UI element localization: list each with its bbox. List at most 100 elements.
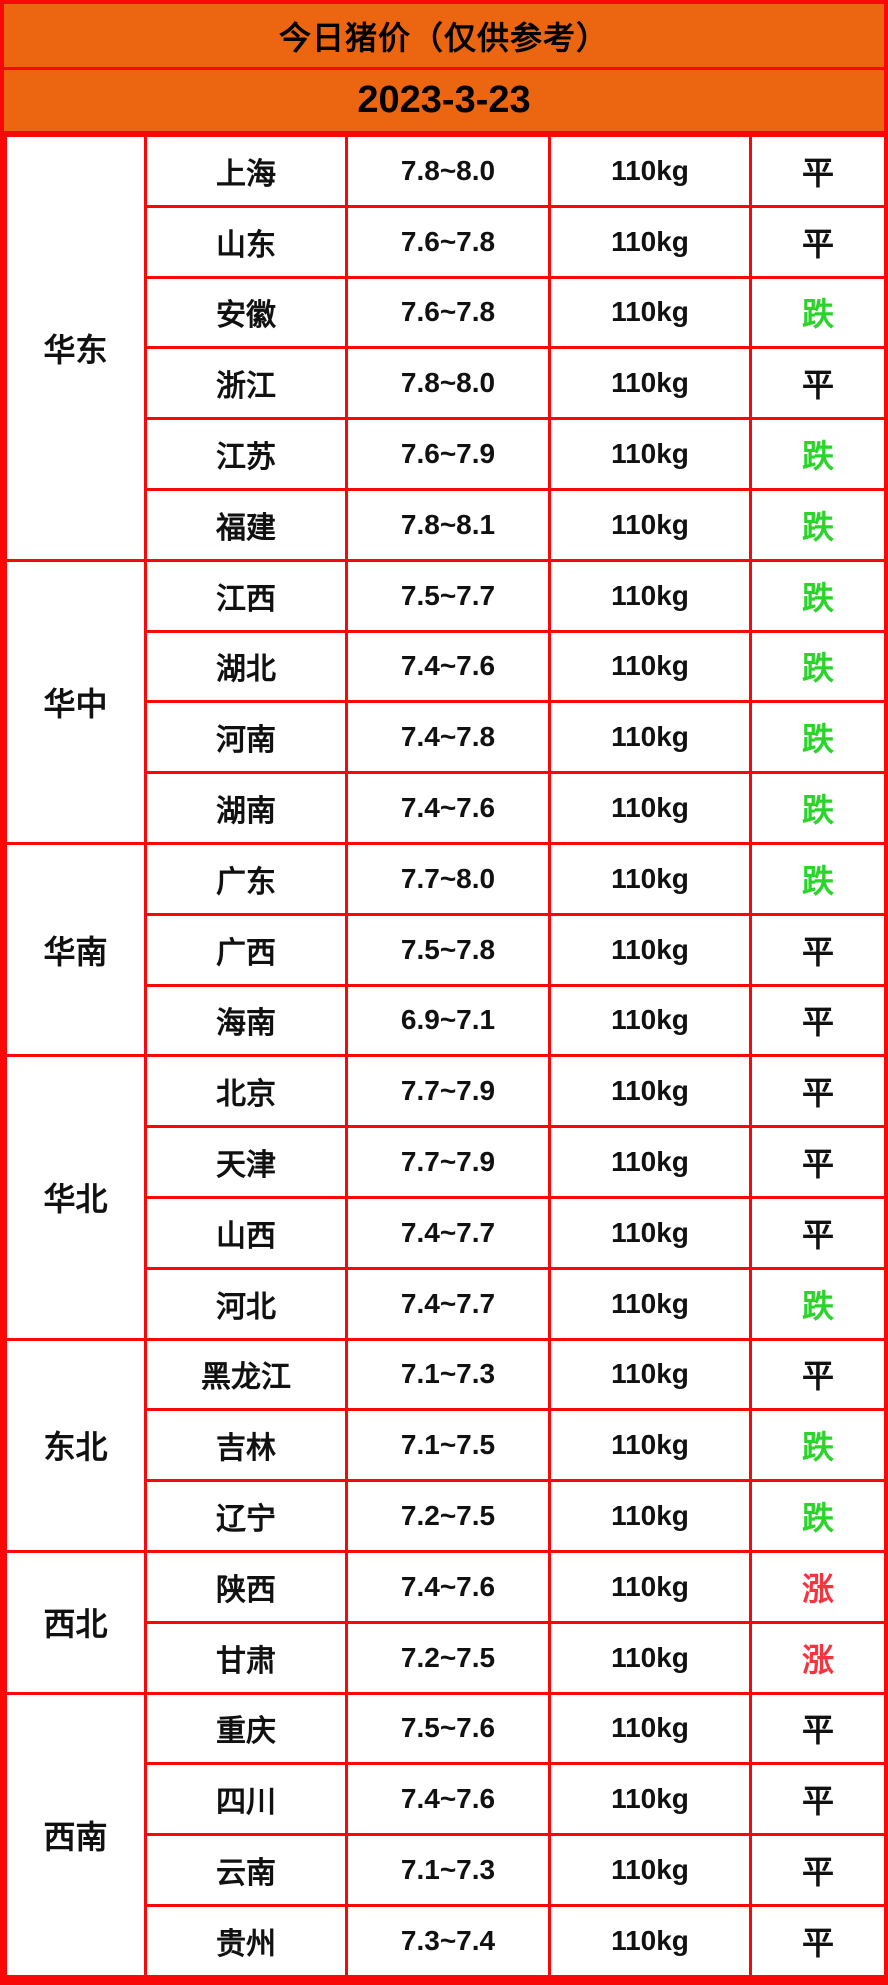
- province-cell: 甘肃: [144, 1620, 348, 1695]
- weight-cell: 110kg: [548, 1479, 752, 1553]
- province-cell: 辽宁: [144, 1479, 348, 1553]
- table-row: 山西 7.4~7.7 110kg 平: [6, 1195, 884, 1270]
- status-cell: 平: [749, 983, 884, 1058]
- region-cell: 华北: [4, 1054, 147, 1341]
- province-cell: 山西: [144, 1195, 348, 1270]
- price-cell: 7.5~7.7: [345, 558, 551, 633]
- table-row: 广西 7.5~7.8 110kg 平: [6, 912, 884, 987]
- status-cell: 平: [749, 912, 884, 987]
- status-cell: 跌: [749, 629, 884, 704]
- weight-cell: 110kg: [548, 1125, 752, 1199]
- price-cell: 7.6~7.8: [345, 275, 551, 350]
- price-cell: 7.8~8.0: [345, 134, 551, 208]
- weight-cell: 110kg: [548, 1691, 752, 1766]
- status-cell: 平: [749, 1195, 884, 1270]
- region-cell: 华东: [4, 134, 147, 562]
- status-cell: 跌: [749, 1408, 884, 1483]
- price-cell: 6.9~7.1: [345, 983, 551, 1058]
- price-cell: 7.1~7.3: [345, 1337, 551, 1412]
- price-cell: 7.7~7.9: [345, 1125, 551, 1199]
- status-cell: 跌: [749, 487, 884, 562]
- table-row: 湖北 7.4~7.6 110kg 跌: [6, 629, 884, 704]
- price-table-body: 华东 上海 7.8~8.0 110kg 平山东 7.6~7.8 110kg 平安徽 7.6~7.…: [4, 134, 884, 1978]
- status-cell: 跌: [749, 275, 884, 350]
- price-cell: 7.8~8.1: [345, 487, 551, 562]
- price-cell: 7.4~7.8: [345, 700, 551, 775]
- province-cell: 北京: [144, 1054, 348, 1129]
- status-cell: 平: [749, 1903, 884, 1978]
- status-cell: 平: [749, 1125, 884, 1199]
- weight-cell: 110kg: [548, 1195, 752, 1270]
- price-cell: 7.4~7.6: [345, 629, 551, 704]
- status-cell: 跌: [749, 558, 884, 633]
- price-cell: 7.6~7.8: [345, 204, 551, 279]
- table-row: 贵州 7.3~7.4 110kg 平: [6, 1903, 884, 1978]
- table-row: 湖南 7.4~7.6 110kg 跌: [6, 771, 884, 845]
- status-cell: 平: [749, 1337, 884, 1412]
- weight-cell: 110kg: [548, 1408, 752, 1483]
- table-row: 辽宁 7.2~7.5 110kg 跌: [6, 1479, 884, 1553]
- table-row: 安徽 7.6~7.8 110kg 跌: [6, 275, 884, 350]
- status-cell: 平: [749, 134, 884, 208]
- price-cell: 7.8~8.0: [345, 346, 551, 421]
- status-cell: 跌: [749, 771, 884, 845]
- table-row: 福建 7.8~8.1 110kg 跌: [6, 487, 884, 562]
- table-row: 山东 7.6~7.8 110kg 平: [6, 204, 884, 279]
- weight-cell: 110kg: [548, 417, 752, 491]
- province-cell: 陕西: [144, 1549, 348, 1624]
- status-cell: 跌: [749, 417, 884, 491]
- page-title: 今日猪价（仅供参考）: [278, 19, 609, 56]
- date-bar: 2023-3-23: [4, 70, 884, 134]
- province-cell: 海南: [144, 983, 348, 1058]
- status-cell: 平: [749, 1054, 884, 1129]
- region-cell: 东北: [4, 1337, 147, 1553]
- province-cell: 四川: [144, 1762, 348, 1837]
- price-cell: 7.6~7.9: [345, 417, 551, 491]
- weight-cell: 110kg: [548, 700, 752, 775]
- price-cell: 7.5~7.6: [345, 1691, 551, 1766]
- province-cell: 黑龙江: [144, 1337, 348, 1412]
- province-cell: 天津: [144, 1125, 348, 1199]
- weight-cell: 110kg: [548, 1762, 752, 1837]
- province-cell: 山东: [144, 204, 348, 279]
- price-cell: 7.7~8.0: [345, 841, 551, 916]
- price-table: 华东 上海 7.8~8.0 110kg 平山东 7.6~7.8 110kg 平安徽 7.6~7.…: [4, 134, 884, 1978]
- table-row: 江苏 7.6~7.9 110kg 跌: [6, 417, 884, 491]
- price-cell: 7.4~7.7: [345, 1195, 551, 1270]
- status-cell: 涨: [749, 1549, 884, 1624]
- status-cell: 跌: [749, 1266, 884, 1341]
- price-cell: 7.5~7.8: [345, 912, 551, 987]
- weight-cell: 110kg: [548, 275, 752, 350]
- table-row: 西北 陕西 7.4~7.6 110kg 涨: [4, 1549, 884, 1695]
- price-cell: 7.2~7.5: [345, 1479, 551, 1553]
- province-cell: 浙江: [144, 346, 348, 421]
- weight-cell: 110kg: [548, 1620, 752, 1695]
- title-bar: 今日猪价（仅供参考）: [4, 4, 884, 70]
- table-row: 华中 江西 7.5~7.7 110kg 跌: [4, 558, 884, 845]
- status-cell: 涨: [749, 1620, 884, 1695]
- price-cell: 7.4~7.6: [345, 1549, 551, 1624]
- weight-cell: 110kg: [548, 841, 752, 916]
- table-row: 河北 7.4~7.7 110kg 跌: [6, 1266, 884, 1341]
- province-cell: 吉林: [144, 1408, 348, 1483]
- weight-cell: 110kg: [548, 487, 752, 562]
- table-row: 东北 黑龙江 7.1~7.3 110kg 平: [4, 1337, 884, 1553]
- status-cell: 跌: [749, 700, 884, 775]
- weight-cell: 110kg: [548, 1054, 752, 1129]
- weight-cell: 110kg: [548, 1266, 752, 1341]
- province-cell: 福建: [144, 487, 348, 562]
- table-row: 海南 6.9~7.1 110kg 平: [6, 983, 884, 1058]
- status-cell: 跌: [749, 1479, 884, 1553]
- table-row: 华北 北京 7.7~7.9 110kg 平: [4, 1054, 884, 1341]
- province-cell: 江苏: [144, 417, 348, 491]
- status-cell: 跌: [749, 841, 884, 916]
- status-cell: 平: [749, 1691, 884, 1766]
- weight-cell: 110kg: [548, 629, 752, 704]
- province-cell: 安徽: [144, 275, 348, 350]
- province-cell: 江西: [144, 558, 348, 633]
- table-row: 华东 上海 7.8~8.0 110kg 平: [4, 134, 884, 562]
- weight-cell: 110kg: [548, 134, 752, 208]
- date-label: 2023-3-23: [357, 79, 531, 121]
- province-cell: 上海: [144, 134, 348, 208]
- region-cell: 西南: [4, 1691, 147, 1978]
